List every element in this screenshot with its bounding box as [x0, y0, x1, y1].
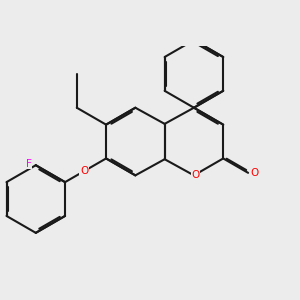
Text: F: F [26, 159, 32, 169]
Text: O: O [80, 166, 88, 176]
Text: O: O [191, 170, 200, 180]
Text: O: O [250, 168, 258, 178]
